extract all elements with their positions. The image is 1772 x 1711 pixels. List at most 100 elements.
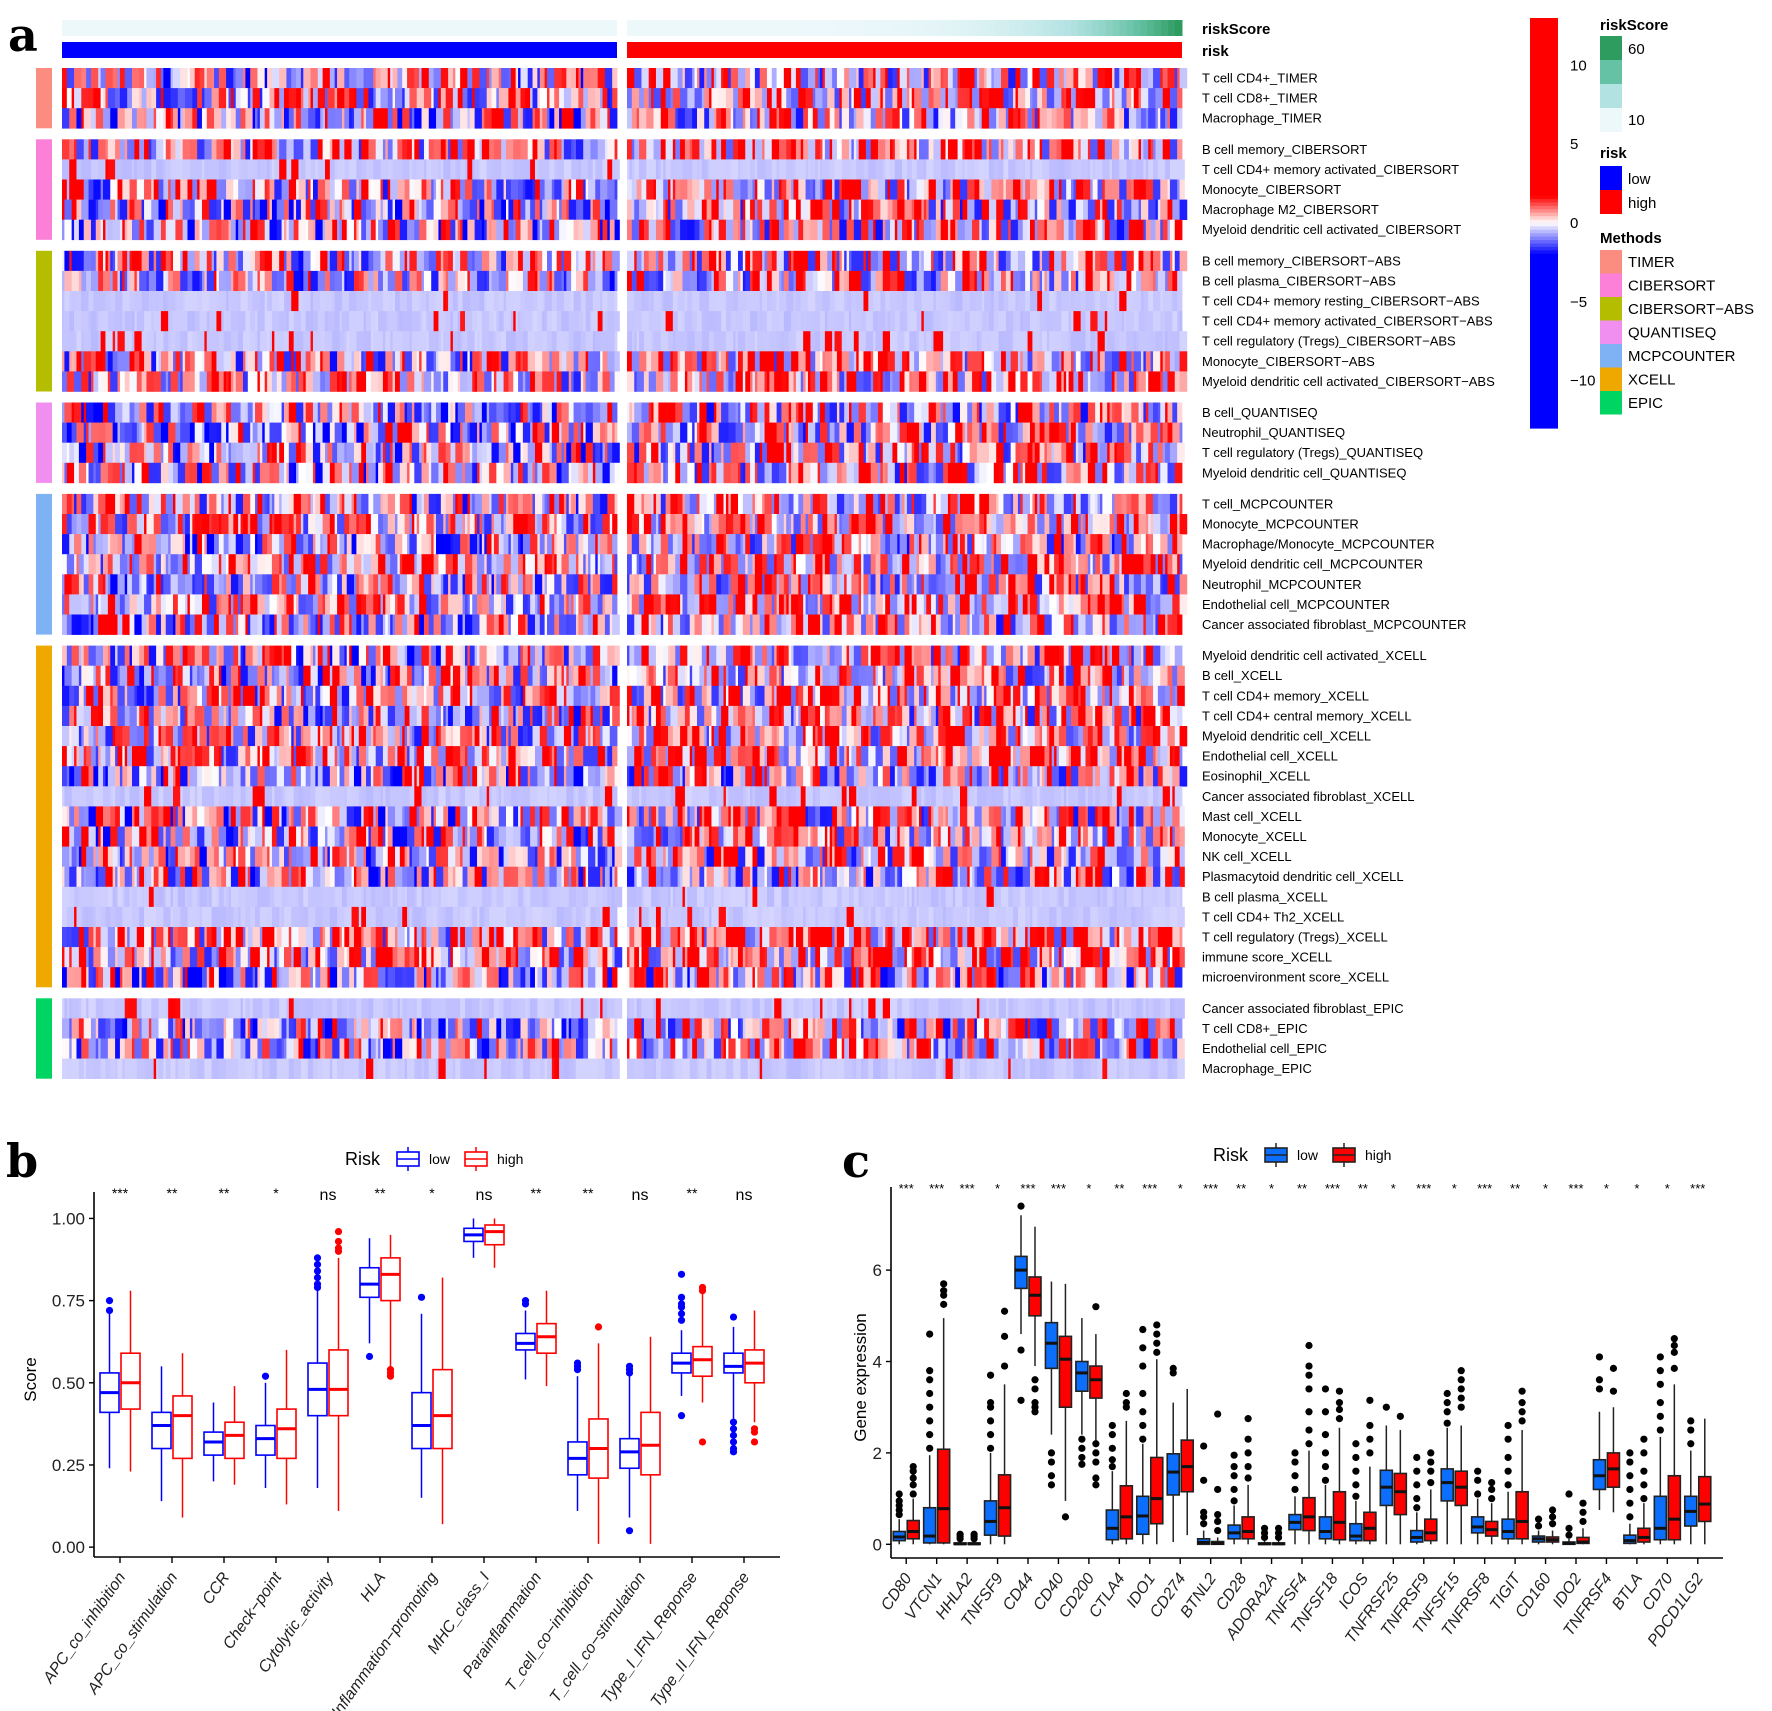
- heatmap-cell: [740, 402, 746, 423]
- heatmap-cell: [228, 219, 232, 241]
- heatmap-cell: [474, 514, 478, 535]
- heatmap-cell: [293, 462, 297, 484]
- heatmap-cell: [467, 514, 471, 535]
- heatmap-cell: [325, 159, 331, 180]
- heatmap-cell: [672, 442, 676, 464]
- heatmap-cell: [873, 493, 879, 515]
- heatmap-cell: [98, 68, 102, 89]
- heatmap-cell: [489, 139, 495, 160]
- heatmap-cell: [349, 219, 355, 241]
- heatmap-cell: [1140, 351, 1144, 372]
- heatmap-cell: [192, 402, 198, 423]
- heatmap-cell: [1116, 422, 1125, 443]
- heatmap-cell: [877, 351, 884, 372]
- heatmap-cell: [489, 219, 492, 241]
- heatmap-cell: [1121, 88, 1127, 109]
- heatmap-cell: [1039, 250, 1043, 272]
- heatmap-cell: [421, 108, 430, 129]
- heatmap-cell: [327, 442, 333, 464]
- heatmap-cell: [1095, 219, 1098, 241]
- heatmap-cell: [902, 493, 905, 515]
- heatmap-cell: [950, 331, 954, 352]
- heatmap-cell: [129, 351, 135, 372]
- heatmap-cell: [74, 219, 80, 241]
- heatmap-cell: [329, 250, 338, 272]
- heatmap-cell: [1039, 270, 1043, 292]
- heatmap-cell: [414, 179, 422, 200]
- heatmap-cell: [103, 219, 106, 241]
- heatmap-cell: [76, 331, 82, 352]
- heatmap-cell: [1128, 68, 1137, 89]
- heatmap-cell: [235, 462, 241, 484]
- heatmap-cell: [129, 179, 138, 200]
- heatmap-cell: [230, 139, 234, 160]
- heatmap-cell: [832, 139, 838, 160]
- heatmap-cell: [503, 402, 509, 423]
- heatmap-cell: [945, 514, 951, 535]
- heatmap-cell: [160, 311, 169, 332]
- heatmap-cell: [472, 462, 478, 484]
- heatmap-cell: [443, 139, 447, 160]
- heatmap-cell: [312, 422, 316, 443]
- riskscore-annotation-cell: [904, 20, 912, 36]
- heatmap-cell: [83, 139, 89, 160]
- heatmap-cell: [112, 351, 118, 372]
- heatmap-cell: [532, 493, 536, 515]
- risk-annotation-high: [627, 42, 1182, 58]
- heatmap-cell: [721, 402, 729, 423]
- heatmap-cell: [211, 139, 217, 160]
- heatmap-cell: [803, 139, 809, 160]
- heatmap-cell: [129, 493, 138, 515]
- heatmap-cell: [397, 514, 406, 535]
- heatmap-cell: [450, 108, 454, 129]
- heatmap-cell: [346, 422, 355, 443]
- heatmap-cell: [472, 179, 478, 200]
- heatmap-cell: [1167, 514, 1171, 535]
- heatmap-cell: [409, 270, 418, 292]
- heatmap-cell: [131, 159, 135, 180]
- heatmap-cell: [448, 68, 454, 89]
- heatmap-cell: [1138, 199, 1142, 220]
- heatmap-cell: [580, 108, 587, 129]
- heatmap-cell: [639, 351, 647, 372]
- heatmap-cell: [481, 351, 488, 372]
- heatmap-cell: [861, 88, 867, 109]
- heatmap-cell: [245, 68, 251, 89]
- heatmap-cell: [387, 88, 393, 109]
- heatmap-cell: [1039, 68, 1048, 89]
- heatmap-cell: [112, 219, 121, 241]
- heatmap-cell: [561, 139, 565, 160]
- heatmap-cell: [368, 422, 372, 443]
- heatmap-cell: [457, 331, 461, 352]
- heatmap-cell: [1022, 139, 1028, 160]
- heatmap-cell: [288, 442, 297, 464]
- heatmap-cell: [462, 331, 468, 352]
- heatmap-cell: [668, 402, 676, 423]
- heatmap-cell: [745, 422, 751, 443]
- heatmap-cell: [817, 462, 821, 484]
- heatmap-cell: [812, 311, 821, 332]
- heatmap-cell: [730, 311, 736, 332]
- heatmap-cell: [1039, 402, 1045, 423]
- heatmap-cell: [1080, 402, 1089, 423]
- heatmap-cell: [392, 331, 396, 352]
- heatmap-cell: [817, 219, 823, 241]
- heatmap-cell: [1133, 88, 1139, 109]
- heatmap-cell: [779, 139, 787, 160]
- heatmap-cell: [940, 493, 949, 515]
- heatmap-cell: [382, 199, 386, 220]
- heatmap-cell: [450, 159, 456, 180]
- heatmap-cell: [127, 88, 133, 109]
- heatmap-cell: [1114, 442, 1118, 464]
- heatmap-cell: [300, 351, 307, 372]
- heatmap-cell: [1162, 88, 1171, 109]
- heatmap-cell: [522, 462, 529, 484]
- heatmap-cell: [820, 351, 823, 372]
- heatmap-cell: [651, 351, 659, 372]
- heatmap-cell: [182, 514, 186, 535]
- heatmap-cell: [972, 422, 980, 443]
- heatmap-cell: [262, 351, 270, 372]
- heatmap-cell: [730, 462, 739, 484]
- heatmap-cell: [993, 68, 1002, 89]
- heatmap-cell: [875, 331, 884, 352]
